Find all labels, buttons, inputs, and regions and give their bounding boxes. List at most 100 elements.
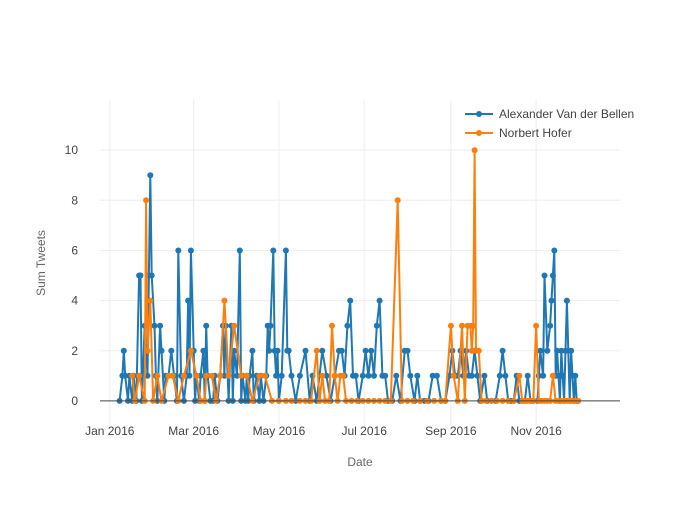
data-point-series-1[interactable] xyxy=(221,372,228,379)
data-point-series-2[interactable] xyxy=(533,322,540,329)
data-point-series-2[interactable] xyxy=(203,372,210,379)
data-point-series-1[interactable] xyxy=(468,372,475,379)
data-point-series-1[interactable] xyxy=(568,347,575,354)
data-point-series-1[interactable] xyxy=(502,372,509,379)
data-point-series-1[interactable] xyxy=(572,372,579,379)
data-point-series-2[interactable] xyxy=(169,372,176,379)
data-point-series-1[interactable] xyxy=(122,372,129,379)
data-point-series-2[interactable] xyxy=(475,347,482,354)
data-point-series-1[interactable] xyxy=(474,372,481,379)
data-point-series-2[interactable] xyxy=(208,372,215,379)
data-point-series-2[interactable] xyxy=(231,322,238,329)
data-point-series-2[interactable] xyxy=(470,322,477,329)
data-point-series-2[interactable] xyxy=(193,372,200,379)
data-point-series-2[interactable] xyxy=(243,372,250,379)
data-point-series-1[interactable] xyxy=(168,347,175,354)
data-point-series-1[interactable] xyxy=(236,247,243,254)
data-point-series-1[interactable] xyxy=(407,372,414,379)
data-point-series-1[interactable] xyxy=(266,347,273,354)
data-point-series-1[interactable] xyxy=(544,347,551,354)
data-point-series-1[interactable] xyxy=(203,322,210,329)
data-point-series-1[interactable] xyxy=(481,372,488,379)
data-point-series-2[interactable] xyxy=(329,322,335,329)
data-point-series-1[interactable] xyxy=(541,272,548,279)
data-point-series-1[interactable] xyxy=(371,372,377,379)
data-point-series-2[interactable] xyxy=(313,347,320,354)
data-point-series-2[interactable] xyxy=(394,197,401,204)
data-point-series-1[interactable] xyxy=(302,347,309,354)
data-point-series-2[interactable] xyxy=(165,372,172,379)
data-point-series-1[interactable] xyxy=(338,347,345,354)
data-point-series-1[interactable] xyxy=(547,322,554,329)
data-point-series-2[interactable] xyxy=(468,347,475,354)
data-point-series-1[interactable] xyxy=(157,322,164,329)
data-point-series-1[interactable] xyxy=(365,372,372,379)
data-point-series-1[interactable] xyxy=(414,372,421,379)
data-point-series-2[interactable] xyxy=(549,372,556,379)
data-point-series-1[interactable] xyxy=(151,322,158,329)
data-point-series-1[interactable] xyxy=(187,247,194,254)
data-point-series-1[interactable] xyxy=(120,347,127,354)
data-point-series-1[interactable] xyxy=(137,272,144,279)
data-point-series-2[interactable] xyxy=(147,297,154,304)
data-point-series-2[interactable] xyxy=(144,347,151,354)
data-point-series-1[interactable] xyxy=(288,372,295,379)
data-point-series-2[interactable] xyxy=(154,372,161,379)
data-point-series-2[interactable] xyxy=(238,372,245,379)
data-point-series-2[interactable] xyxy=(221,297,228,304)
data-point-series-1[interactable] xyxy=(524,372,531,379)
data-point-series-2[interactable] xyxy=(136,372,143,379)
data-point-series-1[interactable] xyxy=(278,372,285,379)
data-point-series-1[interactable] xyxy=(282,247,289,254)
data-point-series-1[interactable] xyxy=(274,347,281,354)
data-point-series-1[interactable] xyxy=(404,347,411,354)
data-point-series-1[interactable] xyxy=(368,347,375,354)
data-point-series-1[interactable] xyxy=(393,372,400,379)
data-point-series-2[interactable] xyxy=(340,372,347,379)
data-point-series-1[interactable] xyxy=(359,372,366,379)
data-point-series-1[interactable] xyxy=(186,372,193,379)
data-point-series-1[interactable] xyxy=(537,347,544,354)
data-point-series-1[interactable] xyxy=(147,172,154,179)
data-point-series-1[interactable] xyxy=(548,297,555,304)
data-point-series-1[interactable] xyxy=(382,372,389,379)
data-point-series-1[interactable] xyxy=(499,347,506,354)
data-point-series-1[interactable] xyxy=(429,372,436,379)
data-point-series-1[interactable] xyxy=(373,322,380,329)
data-point-series-2[interactable] xyxy=(187,347,194,354)
data-point-series-2[interactable] xyxy=(143,197,150,204)
legend-item-series-1[interactable]: Alexander Van der Bellen xyxy=(465,107,634,121)
data-point-series-2[interactable] xyxy=(256,372,263,379)
data-point-series-1[interactable] xyxy=(433,372,440,379)
data-point-series-1[interactable] xyxy=(285,347,292,354)
data-point-series-1[interactable] xyxy=(549,272,556,279)
data-point-series-1[interactable] xyxy=(270,247,277,254)
data-point-series-2[interactable] xyxy=(129,372,136,379)
data-point-series-2[interactable] xyxy=(217,372,224,379)
data-point-series-1[interactable] xyxy=(555,372,562,379)
data-point-series-1[interactable] xyxy=(347,297,354,304)
data-point-series-1[interactable] xyxy=(344,322,351,329)
data-point-series-1[interactable] xyxy=(362,347,369,354)
data-point-series-1[interactable] xyxy=(559,372,566,379)
data-point-series-2[interactable] xyxy=(180,372,187,379)
data-point-series-2[interactable] xyxy=(516,372,523,379)
data-point-series-2[interactable] xyxy=(471,147,478,154)
data-point-series-1[interactable] xyxy=(296,372,303,379)
data-point-series-1[interactable] xyxy=(323,372,330,379)
data-point-series-1[interactable] xyxy=(563,297,570,304)
data-point-series-1[interactable] xyxy=(200,347,207,354)
data-point-series-1[interactable] xyxy=(540,372,547,379)
data-point-series-1[interactable] xyxy=(148,272,155,279)
data-point-series-1[interactable] xyxy=(376,297,383,304)
data-point-series-1[interactable] xyxy=(175,247,182,254)
data-point-series-1[interactable] xyxy=(185,297,192,304)
data-point-series-1[interactable] xyxy=(249,347,256,354)
data-point-series-1[interactable] xyxy=(273,372,280,379)
data-point-series-2[interactable] xyxy=(225,372,232,379)
data-point-series-1[interactable] xyxy=(197,372,204,379)
data-point-series-1[interactable] xyxy=(352,372,359,379)
data-point-series-1[interactable] xyxy=(144,372,151,379)
legend[interactable]: Alexander Van der Bellen Norbert Hofer xyxy=(465,107,634,140)
data-point-series-2[interactable] xyxy=(319,372,326,379)
